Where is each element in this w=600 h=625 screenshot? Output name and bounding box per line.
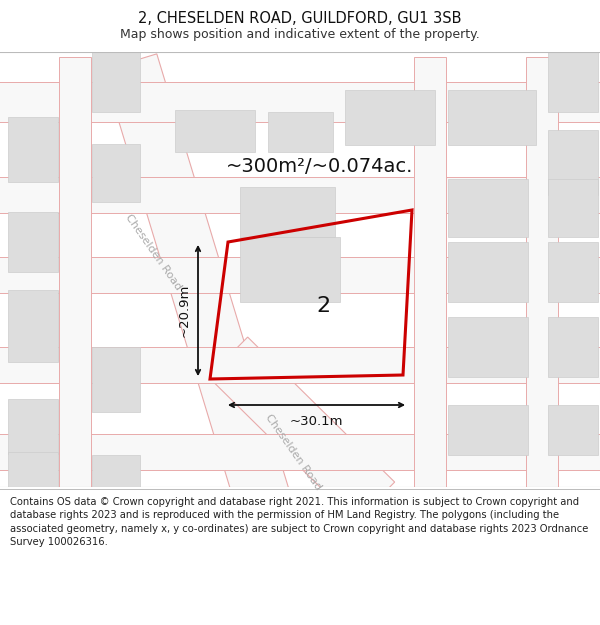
Bar bbox=[548, 317, 598, 377]
Bar bbox=[448, 179, 528, 237]
Bar bbox=[448, 90, 536, 145]
Bar bbox=[92, 455, 140, 497]
Bar bbox=[92, 347, 140, 412]
Bar bbox=[548, 179, 598, 237]
Bar bbox=[8, 399, 58, 454]
Bar bbox=[548, 130, 598, 195]
Bar bbox=[8, 212, 58, 272]
Polygon shape bbox=[0, 82, 600, 122]
Text: ~300m²/~0.074ac.: ~300m²/~0.074ac. bbox=[226, 158, 413, 176]
Polygon shape bbox=[0, 177, 600, 213]
Text: Contains OS data © Crown copyright and database right 2021. This information is : Contains OS data © Crown copyright and d… bbox=[10, 497, 589, 548]
Bar bbox=[448, 405, 528, 455]
Text: ~20.9m: ~20.9m bbox=[178, 284, 191, 338]
Text: Cheselden Road: Cheselden Road bbox=[263, 412, 323, 492]
Polygon shape bbox=[526, 57, 558, 497]
Bar bbox=[268, 112, 333, 152]
Polygon shape bbox=[0, 434, 600, 470]
Polygon shape bbox=[59, 57, 91, 497]
Bar bbox=[448, 242, 528, 302]
Bar bbox=[8, 290, 58, 362]
Bar bbox=[240, 237, 340, 302]
Bar bbox=[92, 40, 140, 112]
Polygon shape bbox=[414, 57, 446, 497]
Text: 2, CHESELDEN ROAD, GUILDFORD, GU1 3SB: 2, CHESELDEN ROAD, GUILDFORD, GU1 3SB bbox=[138, 11, 462, 26]
Bar bbox=[548, 405, 598, 455]
Bar bbox=[92, 144, 140, 202]
Polygon shape bbox=[0, 347, 600, 383]
Text: 2: 2 bbox=[316, 296, 331, 316]
Text: ~30.1m: ~30.1m bbox=[290, 415, 343, 428]
Bar bbox=[448, 317, 528, 377]
Bar bbox=[548, 47, 598, 112]
Polygon shape bbox=[208, 337, 395, 522]
Bar bbox=[8, 452, 58, 497]
Bar bbox=[240, 187, 335, 237]
Polygon shape bbox=[103, 54, 289, 505]
Polygon shape bbox=[0, 257, 600, 293]
Bar bbox=[345, 90, 435, 145]
Bar bbox=[548, 242, 598, 302]
Text: Cheselden Road: Cheselden Road bbox=[123, 213, 183, 292]
Bar bbox=[8, 117, 58, 182]
Bar bbox=[175, 110, 255, 152]
Text: Map shows position and indicative extent of the property.: Map shows position and indicative extent… bbox=[120, 28, 480, 41]
